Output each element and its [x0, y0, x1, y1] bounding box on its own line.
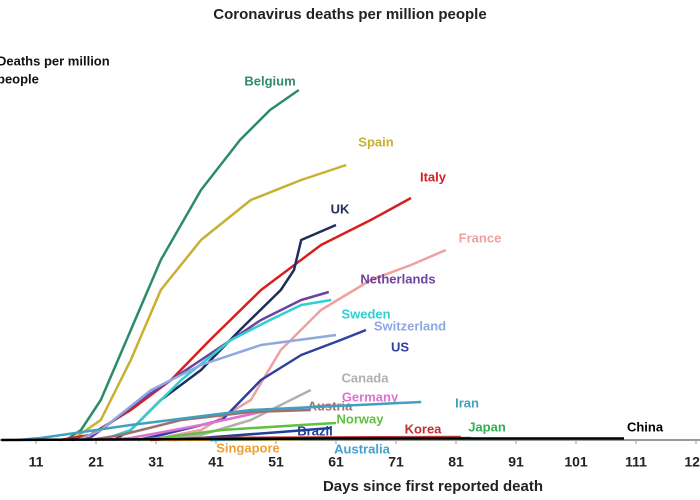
- series-line: [137, 328, 367, 442]
- series-label: US: [391, 339, 409, 354]
- series-label: Canada: [342, 370, 390, 385]
- y-axis-label: Deaths per million: [0, 53, 110, 68]
- x-axis-label: Days since first reported death: [323, 478, 543, 495]
- x-tick-label: 21: [88, 454, 104, 470]
- x-tick-label: 61: [328, 454, 344, 470]
- x-tick-label: 31: [148, 454, 164, 470]
- series-line: [71, 163, 347, 442]
- series-label: Korea: [405, 421, 443, 436]
- y-axis-label: people: [0, 71, 39, 86]
- series-label: China: [627, 419, 664, 434]
- series-label: Brazil: [297, 423, 332, 438]
- series-label: France: [459, 230, 502, 245]
- x-tick-label: 121: [684, 454, 700, 470]
- x-tick-label: 101: [564, 454, 588, 470]
- x-tick-label: 71: [388, 454, 404, 470]
- series-label: Germany: [342, 389, 399, 404]
- x-tick-label: 81: [448, 454, 464, 470]
- series-line: [71, 290, 330, 442]
- series-label: Japan: [468, 419, 506, 434]
- series-line: [1, 437, 624, 442]
- series-line: [77, 333, 337, 442]
- series-line: [101, 298, 332, 442]
- series-line: [89, 408, 311, 442]
- series-label: Spain: [358, 134, 393, 149]
- chart-title: Coronavirus deaths per million people: [213, 6, 486, 23]
- series-label: Switzerland: [374, 318, 446, 333]
- x-tick-label: 111: [625, 454, 647, 470]
- series-line: [65, 88, 300, 442]
- series-line: [149, 248, 447, 442]
- series-label: Netherlands: [360, 271, 435, 286]
- x-tick-label: 51: [268, 454, 284, 470]
- x-tick-label: 91: [508, 454, 524, 470]
- series-label: Singapore: [216, 440, 280, 455]
- series-label: Italy: [420, 169, 447, 184]
- series-label: Norway: [337, 411, 385, 426]
- x-tick-label: 41: [208, 454, 224, 470]
- series-label: Sweden: [341, 306, 390, 321]
- series-label: UK: [331, 201, 350, 216]
- x-tick-label: 11: [29, 454, 44, 470]
- series-label: Australia: [334, 441, 390, 456]
- series-label: Belgium: [244, 73, 295, 88]
- series-label: Iran: [455, 395, 479, 410]
